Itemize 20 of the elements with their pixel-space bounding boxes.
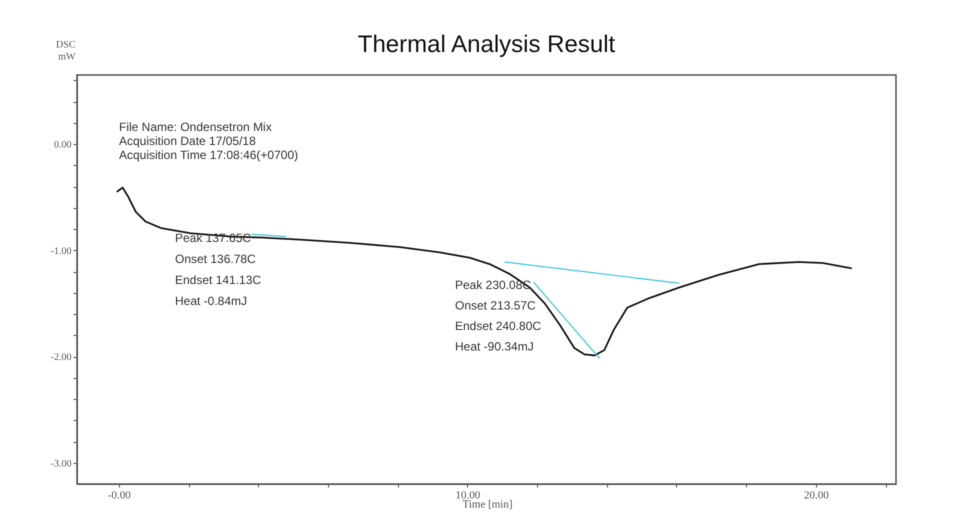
annotation: Endset 240.80C (455, 319, 542, 333)
x-tick-label: -0.00 (108, 490, 132, 502)
y-tick-label: -3.00 (50, 458, 72, 470)
x-tick-label: 10.00 (455, 490, 481, 502)
y-tick-label: 0.00 (54, 140, 72, 151)
y-tick-label: -1.00 (50, 246, 72, 257)
annotation: Onset 213.57C (455, 298, 536, 312)
annotation: Endset 141.13C (175, 273, 262, 287)
line-series (116, 186, 853, 356)
annotation: Heat -0.84mJ (175, 294, 248, 308)
annotation: File Name: Ondensetron Mix (119, 120, 272, 134)
x-tick-label: 20.00 (804, 490, 830, 502)
annotation: Acquisition Time 17:08:46(+0700) (119, 148, 298, 162)
x-axis-title: Time [min] (462, 498, 513, 510)
chart-title: Thermal Analysis Result (358, 31, 616, 58)
y-tick-label: -2.00 (50, 352, 72, 364)
annotation: Acquisition Date 17/05/18 (119, 134, 256, 148)
annotation: Onset 136.78C (175, 252, 256, 266)
annotation: Heat -90.34mJ (455, 340, 534, 354)
y-axis-title: DSC mW (56, 40, 76, 62)
